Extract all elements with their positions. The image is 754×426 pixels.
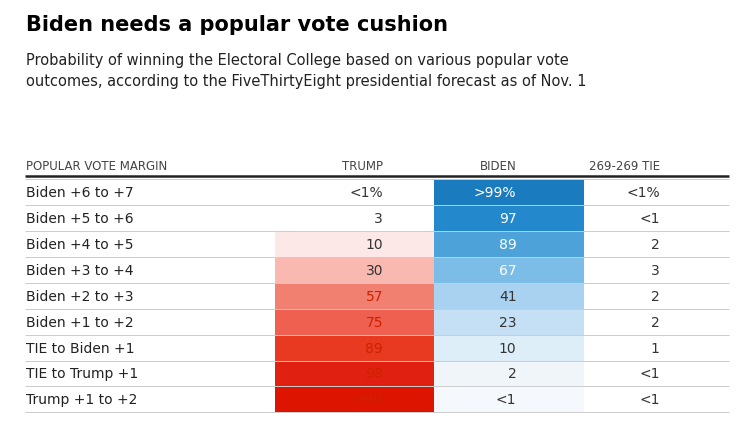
Text: Biden +1 to +2: Biden +1 to +2 xyxy=(26,315,134,329)
Text: 2: 2 xyxy=(651,289,660,303)
Bar xyxy=(434,309,584,335)
Bar xyxy=(434,283,584,309)
Text: 10: 10 xyxy=(366,237,383,251)
Text: TIE to Trump +1: TIE to Trump +1 xyxy=(26,367,139,380)
Text: BIDEN: BIDEN xyxy=(480,160,516,173)
Text: 30: 30 xyxy=(366,263,383,277)
Text: 3: 3 xyxy=(374,212,383,225)
Text: Trump +1 to +2: Trump +1 to +2 xyxy=(26,392,138,406)
Text: 75: 75 xyxy=(366,315,383,329)
Text: POPULAR VOTE MARGIN: POPULAR VOTE MARGIN xyxy=(26,160,167,173)
Text: 2: 2 xyxy=(507,367,516,380)
Text: <1: <1 xyxy=(496,392,516,406)
Text: Biden +2 to +3: Biden +2 to +3 xyxy=(26,289,134,303)
Text: <1: <1 xyxy=(639,367,660,380)
Text: 57: 57 xyxy=(366,289,383,303)
Text: 41: 41 xyxy=(499,289,516,303)
Text: 2: 2 xyxy=(651,315,660,329)
Bar xyxy=(434,386,584,412)
Text: 10: 10 xyxy=(499,341,516,355)
Bar xyxy=(275,335,434,361)
Text: Probability of winning the Electoral College based on various popular vote
outco: Probability of winning the Electoral Col… xyxy=(26,53,587,89)
Bar xyxy=(275,361,434,386)
Text: >99: >99 xyxy=(354,392,383,406)
Bar xyxy=(275,309,434,335)
Text: Biden +5 to +6: Biden +5 to +6 xyxy=(26,212,134,225)
Text: 269-269 TIE: 269-269 TIE xyxy=(589,160,660,173)
Text: >99%: >99% xyxy=(474,186,516,200)
Text: Biden +6 to +7: Biden +6 to +7 xyxy=(26,186,134,200)
Text: 67: 67 xyxy=(499,263,516,277)
Text: Biden +3 to +4: Biden +3 to +4 xyxy=(26,263,134,277)
Bar xyxy=(434,335,584,361)
Text: TIE to Biden +1: TIE to Biden +1 xyxy=(26,341,135,355)
Bar xyxy=(434,180,584,206)
Text: 89: 89 xyxy=(498,237,516,251)
Text: 2: 2 xyxy=(651,237,660,251)
Text: <1: <1 xyxy=(639,212,660,225)
Text: 3: 3 xyxy=(651,263,660,277)
Bar xyxy=(434,257,584,283)
Text: <1: <1 xyxy=(639,392,660,406)
Bar xyxy=(275,283,434,309)
Text: 89: 89 xyxy=(365,341,383,355)
Bar xyxy=(434,361,584,386)
Text: 97: 97 xyxy=(499,212,516,225)
Bar xyxy=(434,231,584,257)
Text: Biden needs a popular vote cushion: Biden needs a popular vote cushion xyxy=(26,15,449,35)
Bar xyxy=(275,231,434,257)
Text: <1%: <1% xyxy=(349,186,383,200)
Text: 23: 23 xyxy=(499,315,516,329)
Text: 98: 98 xyxy=(365,367,383,380)
Bar xyxy=(275,180,434,206)
Bar xyxy=(275,386,434,412)
Bar xyxy=(275,206,434,231)
Bar xyxy=(434,206,584,231)
Text: 1: 1 xyxy=(651,341,660,355)
Bar xyxy=(275,257,434,283)
Text: <1%: <1% xyxy=(626,186,660,200)
Text: Biden +4 to +5: Biden +4 to +5 xyxy=(26,237,134,251)
Text: TRUMP: TRUMP xyxy=(342,160,383,173)
